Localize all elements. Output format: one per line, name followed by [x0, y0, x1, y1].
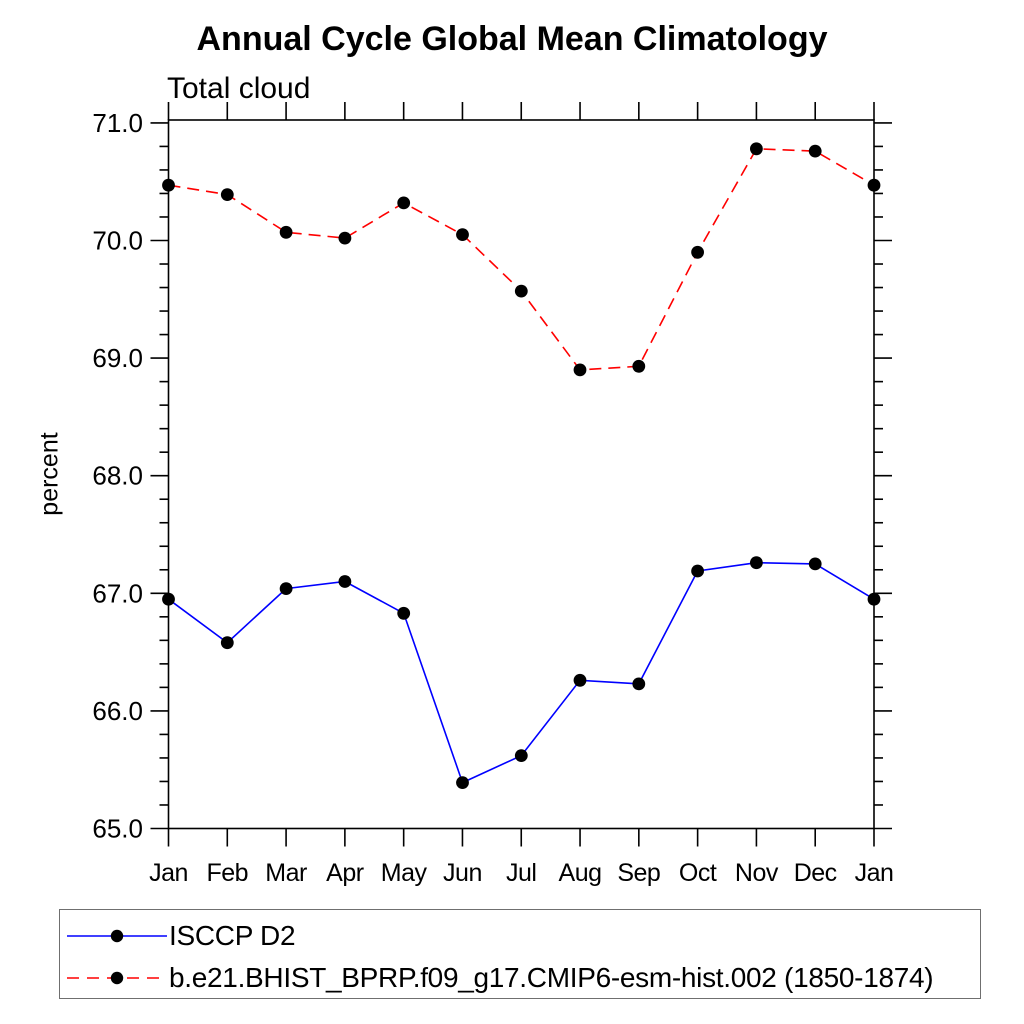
chart-title: Annual Cycle Global Mean Climatology [196, 20, 828, 58]
svg-text:Jan: Jan [855, 859, 894, 887]
svg-text:65.0: 65.0 [92, 814, 143, 844]
legend: ISCCP D2 b.e21.BHIST_BPRP.f09_g17.CMIP6-… [59, 909, 981, 999]
legend-line-sample-dashed [67, 971, 167, 985]
svg-text:Jul: Jul [506, 859, 536, 887]
svg-text:Jan: Jan [149, 859, 188, 887]
legend-entry-isccp: ISCCP D2 [60, 918, 296, 954]
svg-text:69.0: 69.0 [92, 343, 143, 373]
svg-text:Aug: Aug [559, 859, 602, 887]
x-tick-labels: Jan Feb Mar Apr May Jun Jul Aug Sep Oct Nov Dec Jan [149, 859, 894, 887]
svg-text:71.0: 71.0 [92, 108, 143, 138]
y-tick-labels: 65.0 66.0 67.0 68.0 69.0 70.0 71.0 [92, 108, 143, 844]
legend-line-sample-solid [67, 929, 167, 943]
svg-text:70.0: 70.0 [92, 226, 143, 256]
svg-text:Mar: Mar [265, 859, 307, 887]
series-model [162, 142, 881, 377]
svg-text:Sep: Sep [617, 859, 660, 887]
svg-text:Oct: Oct [679, 859, 717, 887]
svg-text:Jun: Jun [443, 859, 482, 887]
svg-text:Feb: Feb [206, 859, 248, 887]
chart-subtitle: Total cloud [167, 72, 311, 105]
svg-text:Dec: Dec [794, 859, 837, 887]
axis-frame [150, 102, 892, 847]
svg-text:May: May [381, 859, 428, 887]
svg-text:67.0: 67.0 [92, 578, 143, 608]
legend-label-isccp: ISCCP D2 [169, 920, 296, 951]
svg-text:66.0: 66.0 [92, 696, 143, 726]
series-isccp-d2 [162, 556, 881, 789]
svg-text:Apr: Apr [326, 859, 364, 887]
legend-entry-model: b.e21.BHIST_BPRP.f09_g17.CMIP6-esm-hist.… [60, 960, 934, 996]
svg-text:68.0: 68.0 [92, 461, 143, 491]
legend-label-model: b.e21.BHIST_BPRP.f09_g17.CMIP6-esm-hist.… [169, 962, 934, 993]
svg-text:Nov: Nov [735, 859, 779, 887]
